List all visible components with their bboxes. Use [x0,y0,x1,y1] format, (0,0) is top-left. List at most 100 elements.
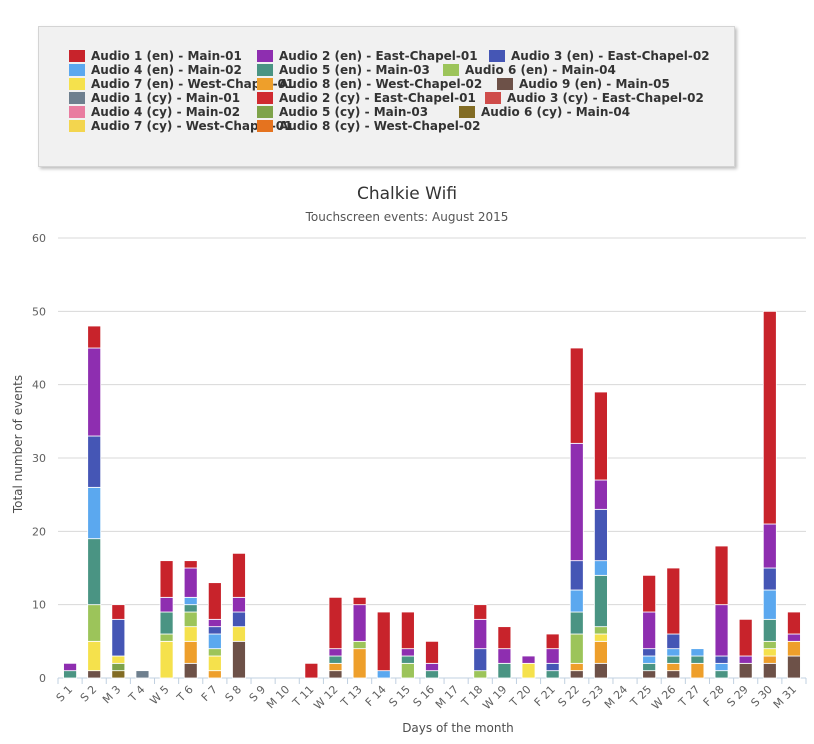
bar-segment[interactable] [183,560,198,569]
bar-segment[interactable] [545,633,560,650]
bar-segment[interactable] [207,626,222,635]
bar-segment[interactable] [328,662,343,672]
legend-item[interactable]: Audio 5 (cy) - Main-03 [257,105,428,119]
legend-item[interactable]: Audio 8 (en) - West-Chapel-02 [257,77,482,91]
bar-segment[interactable] [328,670,343,679]
bar-segment[interactable] [787,640,801,657]
legend-item[interactable]: Audio 2 (en) - East-Chapel-01 [257,49,478,63]
bar-segment[interactable] [232,596,246,613]
bar-segment[interactable] [714,655,729,664]
bar-segment[interactable] [594,574,608,628]
bar-segment[interactable] [545,662,560,672]
legend-item[interactable]: Audio 9 (en) - Main-05 [497,77,670,91]
bar-segment[interactable] [762,648,777,657]
bar-segment[interactable] [642,670,657,679]
bar-segment[interactable] [666,633,681,650]
bar-segment[interactable] [111,618,126,657]
bar-segment[interactable] [714,670,729,679]
bar-segment[interactable] [569,662,584,672]
bar-segment[interactable] [642,662,657,672]
bar-segment[interactable] [787,655,801,679]
legend-item[interactable]: Audio 4 (cy) - Main-02 [69,105,240,119]
bar-segment[interactable] [111,604,126,620]
bar-segment[interactable] [183,604,198,613]
bar-segment[interactable] [642,611,657,650]
bar-segment[interactable] [545,670,560,679]
bar-segment[interactable] [666,567,681,635]
bar-segment[interactable] [787,633,801,642]
legend-item[interactable]: Audio 3 (en) - East-Chapel-02 [489,49,710,63]
bar-segment[interactable] [183,567,198,598]
bar-segment[interactable] [304,662,319,679]
bar-segment[interactable] [690,648,705,657]
bar-segment[interactable] [762,589,777,620]
bar-segment[interactable] [87,604,102,642]
bar-segment[interactable] [594,640,608,664]
bar-segment[interactable] [328,655,343,664]
bar-segment[interactable] [569,633,584,664]
bar-segment[interactable] [183,640,198,664]
bar-segment[interactable] [569,611,584,635]
bar-segment[interactable] [521,655,536,664]
legend-item[interactable]: Audio 6 (en) - Main-04 [443,63,616,77]
bar-segment[interactable] [328,648,343,657]
bar-segment[interactable] [352,604,367,642]
legend-item[interactable]: Audio 6 (cy) - Main-04 [459,105,630,119]
bar-segment[interactable] [594,662,608,679]
bar-segment[interactable] [207,582,222,620]
bar-segment[interactable] [762,640,777,650]
bar-segment[interactable] [473,648,488,672]
legend-item[interactable]: Audio 8 (cy) - West-Chapel-02 [257,119,481,133]
bar-segment[interactable] [328,596,343,650]
bar-segment[interactable] [87,538,102,606]
bar-segment[interactable] [738,618,753,657]
bar-segment[interactable] [762,523,777,569]
bar-segment[interactable] [400,662,415,679]
bar-segment[interactable] [738,662,753,679]
bar-segment[interactable] [569,670,584,679]
bar-segment[interactable] [400,655,415,664]
legend-item[interactable]: Audio 7 (en) - West-Chapel-01 [69,77,294,91]
bar-segment[interactable] [594,633,608,642]
bar-segment[interactable] [666,670,681,679]
legend-item[interactable]: Audio 4 (en) - Main-02 [69,63,242,77]
bar-segment[interactable] [183,662,198,679]
bar-segment[interactable] [159,640,174,679]
bar-segment[interactable] [569,560,584,591]
bar-segment[interactable] [425,662,439,672]
bar-segment[interactable] [714,604,729,657]
bar-segment[interactable] [87,435,102,488]
bar-segment[interactable] [87,486,102,540]
bar-segment[interactable] [87,347,102,437]
bar-segment[interactable] [569,347,584,444]
bar-segment[interactable] [111,670,126,679]
bar-segment[interactable] [690,655,705,664]
bar-segment[interactable] [376,670,391,679]
bar-segment[interactable] [642,655,657,664]
bar-segment[interactable] [232,611,246,628]
bar-segment[interactable] [425,640,439,664]
bar-segment[interactable] [594,508,608,562]
bar-segment[interactable] [738,655,753,664]
bar-segment[interactable] [594,626,608,635]
bar-segment[interactable] [473,670,488,679]
bar-segment[interactable] [352,596,367,606]
bar-segment[interactable] [159,596,174,613]
legend-item[interactable]: Audio 2 (cy) - East-Chapel-01 [257,91,476,105]
legend-item[interactable]: Audio 3 (cy) - East-Chapel-02 [485,91,704,105]
bar-segment[interactable] [569,589,584,613]
legend-item[interactable]: Audio 5 (en) - Main-03 [257,63,430,77]
bar-segment[interactable] [207,633,222,650]
bar-segment[interactable] [666,648,681,657]
bar-segment[interactable] [642,648,657,657]
bar-segment[interactable] [232,552,246,598]
bar-segment[interactable] [497,662,512,679]
bar-segment[interactable] [207,670,222,679]
bar-segment[interactable] [594,391,608,481]
legend-item[interactable]: Audio 7 (cy) - West-Chapel-01 [69,119,293,133]
legend-item[interactable]: Audio 1 (en) - Main-01 [69,49,242,63]
legend-item[interactable]: Audio 1 (cy) - Main-01 [69,91,240,105]
bar-segment[interactable] [473,604,488,620]
bar-segment[interactable] [642,574,657,613]
bar-segment[interactable] [63,670,77,679]
